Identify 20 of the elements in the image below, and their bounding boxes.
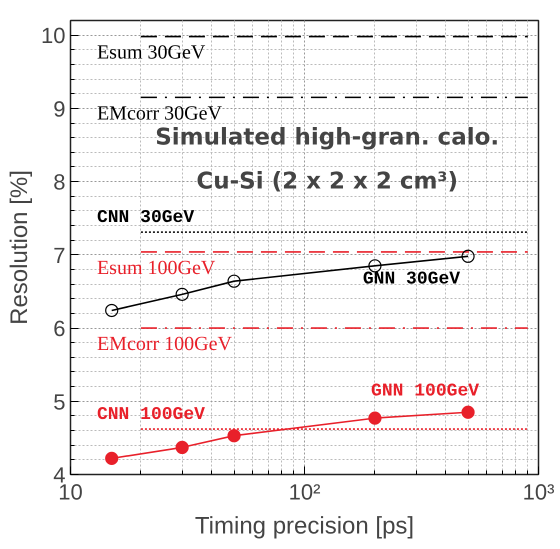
y-tick-label: 8 [53, 170, 66, 195]
annotation: Esum 30GeV [96, 42, 206, 64]
x-tick-label: 10² [288, 480, 320, 504]
text: Simulated high-gran. calo. [155, 124, 500, 151]
annotation: EMcorr 100GeV [96, 333, 232, 356]
text: Cu-Si (2 x 2 x 2 cm³) [196, 168, 458, 195]
y-tick-label: 7 [53, 242, 66, 268]
annotation: CNN 30GeV [96, 208, 194, 228]
x-tick-label: 10³ [522, 480, 554, 504]
annotation: EMcorr 30GeV [96, 102, 222, 124]
annotation: CNN 100GeV [96, 405, 206, 426]
y-axis-title: Resolution [%] [6, 170, 34, 325]
annotation: GNN 30GeV [362, 269, 460, 290]
y-tick-label: 9 [53, 96, 66, 122]
y-tick-label: 6 [53, 316, 66, 342]
x-axis-title: Timing precision [ps] [194, 512, 414, 540]
annotation: Esum 100GeV [96, 256, 216, 279]
y-tick-label: 10 [41, 23, 66, 48]
y-tick-label: 5 [53, 389, 66, 414]
annotation: GNN 100GeV [371, 381, 480, 402]
